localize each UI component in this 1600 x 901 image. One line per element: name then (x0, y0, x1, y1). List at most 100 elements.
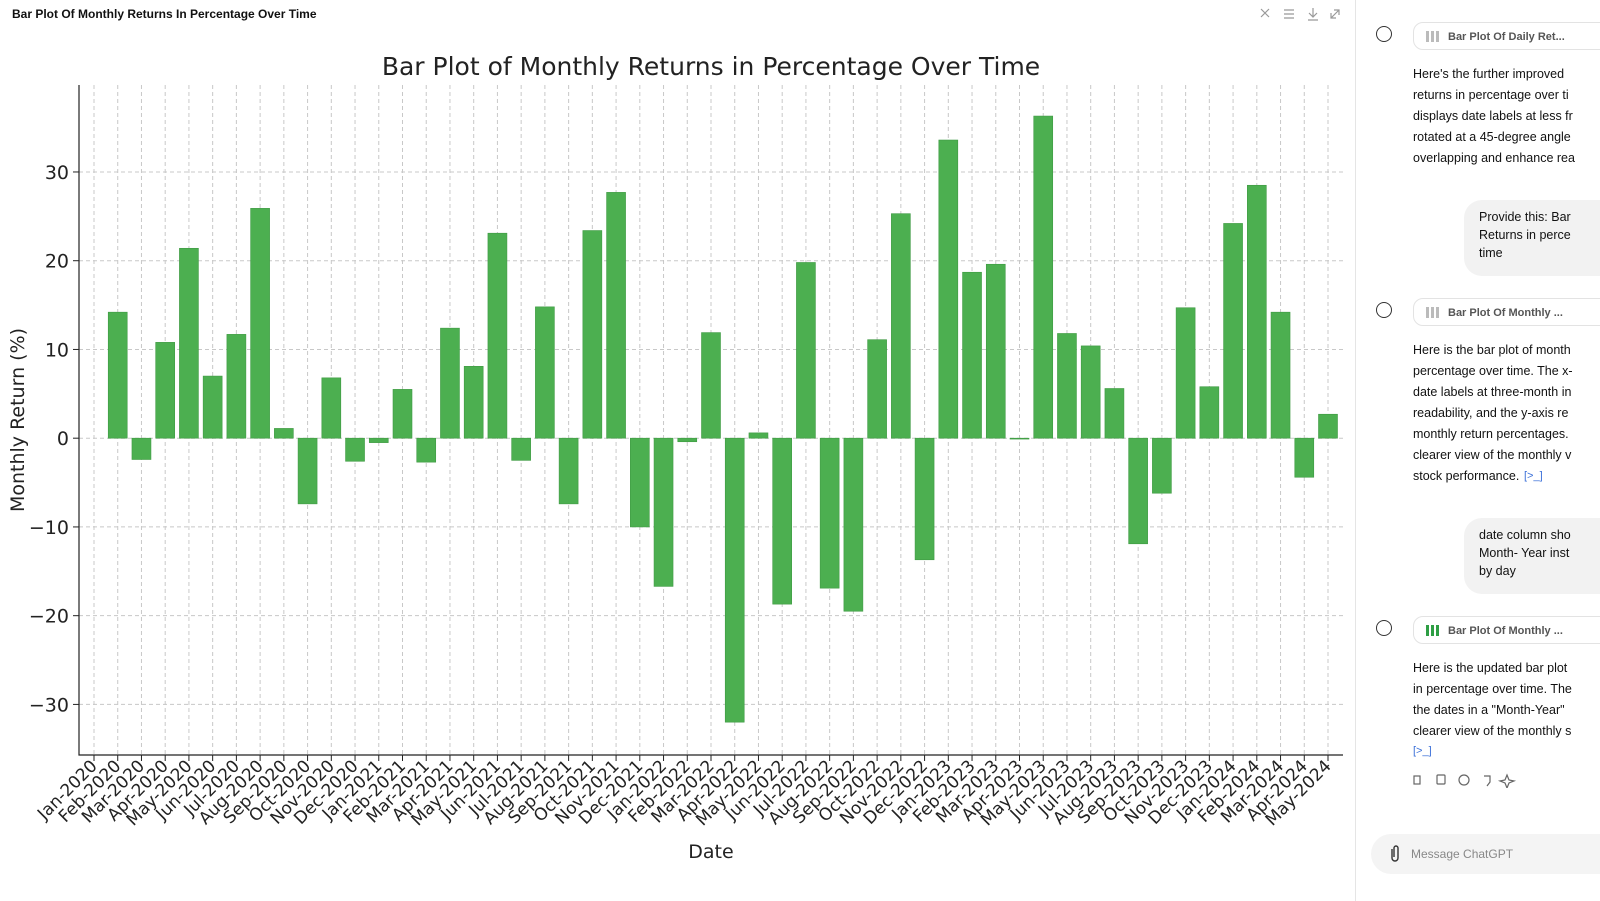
y-tick-label: −30 (29, 694, 69, 716)
tool-icon[interactable] (1260, 8, 1270, 18)
chart: Bar Plot of Monthly Returns in Percentag… (7, 52, 1343, 863)
bar (463, 366, 484, 439)
input-placeholder: Message ChatGPT (1411, 847, 1514, 861)
bar (653, 437, 674, 587)
message-line: the dates in a "Month-Year" (1413, 703, 1565, 717)
message-input[interactable]: Message ChatGPT (1371, 834, 1600, 874)
assistant-logo (1376, 302, 1392, 318)
bar (1247, 184, 1267, 439)
axis-frame (78, 85, 1343, 756)
download-icon[interactable] (1308, 8, 1318, 21)
chat-sidebar: Message ChatGPT Bar Plot Of Daily Ret...… (1355, 0, 1600, 901)
bar (606, 192, 626, 439)
bar (819, 437, 840, 589)
artifact-card[interactable]: Bar Plot Of Monthly ... (1413, 298, 1600, 326)
bar (1009, 437, 1030, 440)
bar (1199, 386, 1220, 439)
attach-icon[interactable] (1385, 844, 1405, 864)
bar (1033, 115, 1054, 439)
bar (962, 271, 982, 439)
bar (1175, 307, 1196, 439)
bar (582, 230, 603, 439)
chart-title: Bar Plot of Monthly Returns in Percentag… (382, 52, 1040, 81)
y-tick-label: 30 (45, 162, 69, 184)
bar (226, 334, 247, 439)
bar (985, 263, 1006, 439)
message-line: percentage over time. The x- (1413, 364, 1573, 378)
bar (274, 428, 294, 439)
bar (107, 311, 128, 439)
message-line: monthly return percentages. (1413, 427, 1569, 441)
y-tick-label: 20 (45, 251, 69, 273)
y-tick-label: −10 (29, 517, 69, 539)
message-line: by day (1479, 564, 1516, 578)
message-line: Here is the bar plot of month (1413, 343, 1571, 357)
bar (1294, 437, 1315, 478)
message-line: rotated at a 45-degree angle (1413, 130, 1571, 144)
bar (155, 342, 175, 439)
user-bubble (1464, 200, 1600, 276)
chart-icon (1426, 31, 1439, 42)
bar (1270, 311, 1291, 439)
bar (558, 437, 579, 505)
bar (724, 437, 745, 723)
bar (914, 437, 935, 561)
bar (630, 437, 650, 528)
y-tick-label: 0 (57, 428, 69, 450)
bar (1057, 333, 1077, 439)
bar (345, 437, 365, 462)
collapse-icon[interactable] (1330, 9, 1340, 19)
bar (131, 437, 152, 460)
bar (843, 437, 864, 612)
message-line: in percentage over time. The (1413, 682, 1572, 696)
bar (1152, 437, 1172, 494)
tool-icon[interactable] (1284, 9, 1294, 19)
y-axis-label: Monthly Return (%) (7, 328, 29, 512)
y-tick-label: −20 (29, 606, 69, 628)
assistant-logo (1376, 620, 1392, 636)
bar (677, 437, 698, 443)
message-line: Returns in perce (1479, 228, 1571, 242)
bar (938, 139, 959, 439)
bar (701, 332, 721, 439)
code-link[interactable]: [>_] (1413, 745, 1432, 757)
message-actions (1412, 772, 1522, 790)
message-line: readability, and the y-axis re (1413, 406, 1569, 420)
action-icons[interactable] (1412, 772, 1522, 790)
bar (297, 437, 318, 505)
bar (796, 262, 816, 439)
bar (321, 377, 342, 439)
message-line: date column sho (1479, 528, 1571, 542)
bar (748, 432, 769, 439)
bar (250, 208, 270, 439)
message-line: time (1479, 246, 1503, 260)
bar (1080, 345, 1101, 439)
bar (1223, 223, 1243, 439)
x-axis-label: Date (688, 841, 733, 863)
bar (440, 327, 460, 439)
bar (867, 339, 887, 439)
message-line: clearer view of the monthly v (1413, 448, 1572, 462)
chart-icon (1426, 625, 1439, 636)
message-line: returns in percentage over ti (1413, 88, 1569, 102)
bar (772, 437, 792, 605)
artifact-card[interactable]: Bar Plot Of Daily Ret... (1413, 22, 1600, 50)
bar (392, 389, 413, 439)
message-line: date labels at three-month in (1413, 385, 1572, 399)
message-line: overlapping and enhance rea (1413, 151, 1575, 165)
artifact-card[interactable]: Bar Plot Of Monthly ... (1413, 616, 1600, 644)
bar (511, 437, 531, 461)
bar (179, 247, 199, 439)
bar (368, 437, 389, 443)
window-title: Bar Plot Of Monthly Returns In Percentag… (12, 7, 317, 21)
message-line: clearer view of the monthly s (1413, 724, 1572, 738)
message-line: Here is the updated bar plot (1413, 661, 1568, 675)
y-tick-label: 10 (45, 339, 69, 361)
bar (1318, 413, 1338, 439)
user-bubble (1464, 518, 1600, 594)
code-link[interactable]: [>_] (1524, 470, 1543, 482)
bar (202, 375, 223, 439)
bar (487, 232, 508, 439)
bar (416, 437, 437, 463)
